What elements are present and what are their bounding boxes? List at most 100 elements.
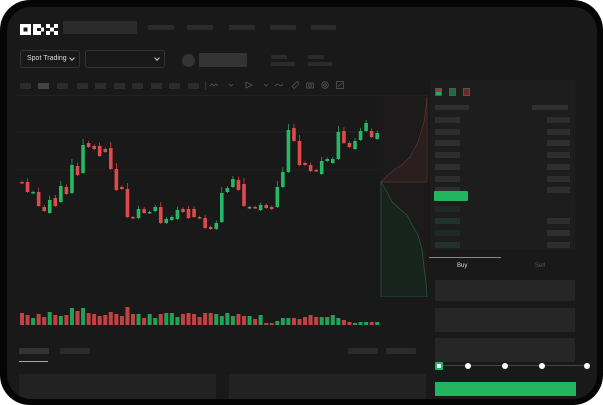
tab-buy[interactable]: Buy [457,263,468,269]
timeframe-button[interactable] [151,83,162,89]
candle [120,187,124,189]
candlestick-chart[interactable] [7,7,427,337]
candle [253,207,257,209]
volume-bar [236,314,241,325]
candle [236,180,241,190]
toolbar-separator [205,81,206,90]
filter-button[interactable] [386,348,416,354]
volume-bar [214,314,219,325]
tab-sell[interactable]: Sell [535,263,546,269]
pair-dropdown[interactable] [85,50,165,68]
candle [331,159,335,163]
bid-row-amount [547,242,570,248]
volume-bar [158,314,163,325]
candle [136,209,141,218]
volume-bar [64,315,69,325]
search-bar[interactable] [63,21,137,34]
coin-avatar [182,54,195,67]
candle [264,205,268,208]
ask-row-price [435,129,460,135]
volume-bar [108,312,113,325]
candle [97,146,102,156]
volume-bar [219,316,224,325]
timeframe-button[interactable] [169,83,180,89]
ask-row-amount [547,152,570,158]
candle [70,165,74,193]
settings-icon[interactable] [321,81,329,89]
nav-item[interactable] [187,25,213,30]
candle [31,192,35,194]
indicator-icon[interactable] [210,81,218,89]
volume-bar [169,313,174,325]
orderbook-header-amount [532,105,568,110]
candle [242,184,246,206]
camera-icon[interactable] [306,81,314,89]
candle [197,217,202,219]
orderbook-both-icon[interactable] [435,88,442,96]
volume-bar [69,308,74,325]
timeframe-button[interactable] [95,83,106,89]
assets-card [229,374,426,399]
okx-logo[interactable] [20,22,58,35]
volume-bar [203,313,208,325]
spot-trading-dropdown[interactable]: Spot Trading [20,50,80,68]
chevron-down-icon[interactable] [228,81,234,89]
candle [375,133,379,139]
volume-bar [319,317,324,325]
timeframe-button[interactable] [20,83,31,89]
slider-track[interactable] [439,365,587,366]
draw-line-icon[interactable] [245,81,253,89]
filter-button[interactable] [348,348,378,354]
candle [36,192,41,206]
buy-submit-button[interactable] [435,382,576,396]
tab-open-orders[interactable] [19,348,49,354]
orderbook-header-price [435,105,469,110]
ask-row-price [435,140,460,146]
total-input[interactable] [435,338,575,362]
price-input[interactable] [435,280,575,301]
timeframe-button-active[interactable] [38,83,49,89]
candle [103,149,108,152]
timeframe-button[interactable] [114,83,125,89]
tab-order-history[interactable] [60,348,90,354]
volume-bar [269,323,274,325]
orderbook-bids-icon[interactable] [449,88,456,96]
timeframe-button[interactable] [132,83,143,89]
slider-handle[interactable] [435,362,443,370]
amount-input[interactable] [435,308,575,332]
slider-stop[interactable] [465,363,471,369]
volume-bar [53,315,58,325]
nav-item[interactable] [229,25,255,30]
slider-stop[interactable] [502,363,508,369]
chevron-down-icon[interactable] [263,81,269,89]
volume-bar [186,313,191,325]
fullscreen-icon[interactable] [336,81,344,89]
timeframe-button[interactable] [77,83,88,89]
nav-item[interactable] [311,25,336,30]
candle [303,163,307,165]
candle [358,131,363,140]
timeframe-button[interactable] [57,83,68,89]
volume-bar [308,315,313,325]
ruler-icon[interactable] [291,81,299,89]
nav-item[interactable] [148,25,174,30]
volume-bar [119,316,124,325]
volume-bar [25,315,30,325]
candle [314,170,318,172]
slider-stop[interactable] [539,363,545,369]
timeframe-button[interactable] [188,83,199,89]
volume-bar [81,308,86,325]
orderbook-asks-icon[interactable] [463,88,470,96]
candle [92,146,96,149]
ask-row-price [435,152,460,158]
tab-underline [19,361,48,362]
volume-bar [353,323,357,325]
ask-row-amount [547,176,570,182]
volume-bar [369,322,374,325]
nav-item[interactable] [270,25,296,30]
slider-stop[interactable] [584,363,590,369]
candle [225,188,230,192]
wave-icon[interactable] [275,81,283,89]
candle [231,179,235,187]
stat-value [308,62,332,66]
